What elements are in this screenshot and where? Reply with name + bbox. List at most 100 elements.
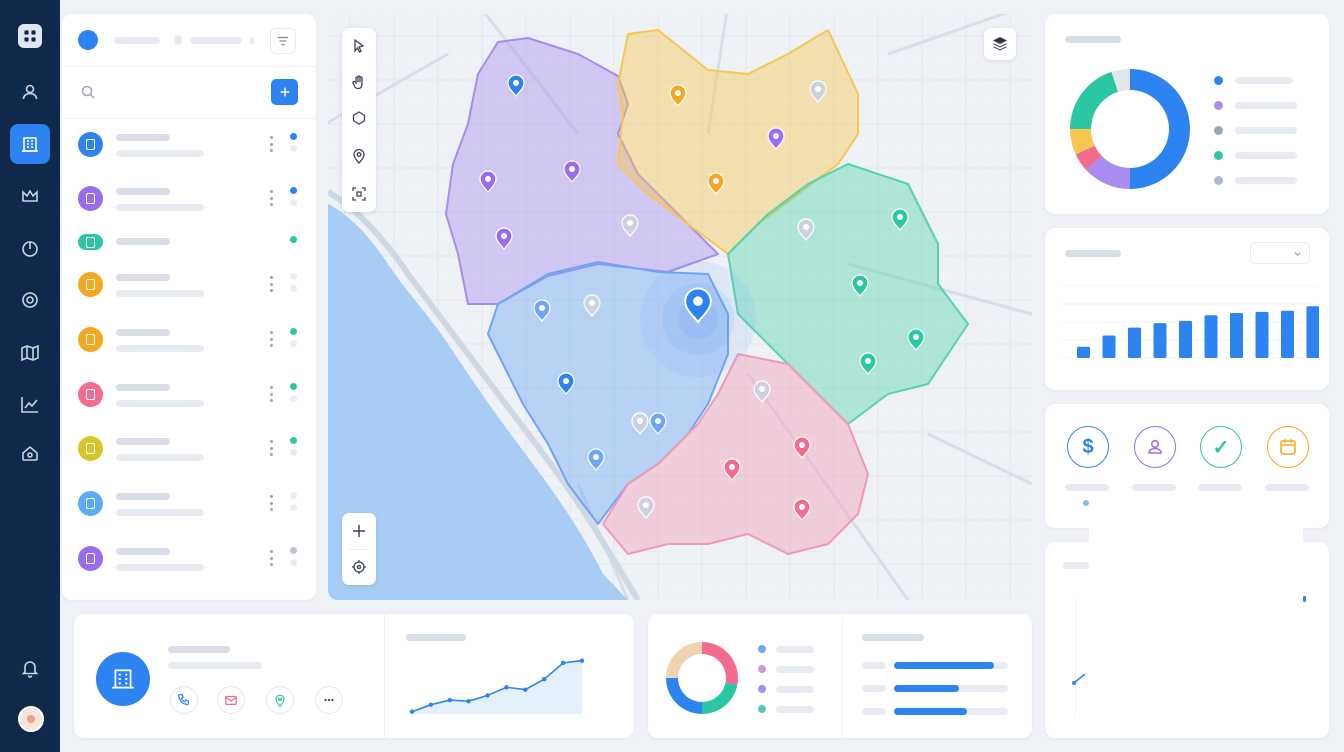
email-button[interactable]	[217, 686, 245, 714]
line-point[interactable]	[428, 702, 434, 707]
donut-slice[interactable]	[666, 678, 702, 714]
donut-slice[interactable]	[1086, 155, 1130, 189]
more-icon[interactable]	[268, 440, 274, 456]
line-point[interactable]	[504, 685, 509, 690]
list-item[interactable]	[62, 313, 316, 367]
user-icon[interactable]	[10, 72, 50, 112]
bar[interactable]	[1230, 313, 1243, 358]
map-pin[interactable]	[495, 227, 513, 250]
map-pin[interactable]	[851, 274, 869, 297]
building-icon[interactable]	[10, 124, 50, 164]
map-pin[interactable]	[793, 436, 811, 459]
map-pin[interactable]	[533, 299, 551, 322]
donut-slice[interactable]	[1070, 129, 1095, 155]
donut-slice[interactable]	[1130, 69, 1190, 189]
map-pin[interactable]	[479, 170, 497, 193]
pointer-tool[interactable]	[342, 28, 376, 64]
donut-slice[interactable]	[702, 682, 738, 714]
more-button[interactable]	[315, 686, 343, 714]
map-pin[interactable]	[859, 352, 877, 375]
add-button[interactable]	[271, 79, 298, 105]
target-icon[interactable]	[10, 280, 50, 320]
bar[interactable]	[1128, 327, 1141, 358]
list-item[interactable]	[62, 368, 316, 422]
more-icon[interactable]	[268, 136, 274, 152]
list-item[interactable]	[62, 532, 316, 586]
map-pin[interactable]	[797, 218, 815, 241]
map-pin[interactable]	[507, 74, 525, 97]
map-pin[interactable]	[621, 214, 639, 237]
layers-button[interactable]	[984, 28, 1016, 60]
more-icon[interactable]	[268, 276, 274, 292]
map-pin[interactable]	[907, 328, 925, 351]
line-point[interactable]	[485, 693, 490, 698]
more-icon[interactable]	[268, 550, 274, 566]
map-pin[interactable]	[669, 84, 687, 107]
polygon-tool[interactable]	[342, 100, 376, 136]
pin-tool[interactable]	[342, 138, 376, 174]
map-pin[interactable]	[583, 294, 601, 317]
crown-icon[interactable]	[10, 176, 50, 216]
map-pin[interactable]	[767, 127, 785, 150]
bar[interactable]	[1306, 306, 1320, 358]
map-pin[interactable]	[707, 172, 725, 195]
bar[interactable]	[1077, 346, 1090, 358]
dollar-icon[interactable]: $	[1067, 426, 1109, 468]
map-pin[interactable]	[587, 448, 605, 471]
trend-icon[interactable]	[10, 384, 50, 424]
line-point[interactable]	[560, 660, 566, 666]
call-button[interactable]	[170, 686, 198, 714]
list-item[interactable]	[62, 172, 316, 226]
map-pin[interactable]	[684, 287, 712, 324]
apps-icon[interactable]	[18, 24, 42, 48]
bar[interactable]	[1204, 315, 1218, 358]
map-pin[interactable]	[649, 412, 667, 435]
bar[interactable]	[1153, 323, 1167, 358]
more-icon[interactable]	[268, 190, 274, 206]
map-pin[interactable]	[891, 208, 909, 231]
select-area-tool[interactable]	[342, 176, 376, 212]
bar[interactable]	[1102, 335, 1116, 359]
donut-slice[interactable]	[1075, 145, 1102, 171]
list-item[interactable]	[62, 228, 316, 282]
more-icon[interactable]	[268, 386, 274, 402]
list-item[interactable]	[62, 422, 316, 476]
line-point[interactable]	[447, 697, 452, 703]
donut-slice[interactable]	[666, 642, 702, 678]
home-icon[interactable]	[10, 433, 50, 473]
avatar[interactable]	[18, 706, 44, 732]
line-point[interactable]	[523, 687, 528, 692]
line-point[interactable]	[579, 658, 585, 663]
search-icon[interactable]	[80, 84, 96, 100]
bar[interactable]	[1255, 311, 1269, 358]
map-pin[interactable]	[631, 412, 649, 435]
map-icon[interactable]	[10, 333, 50, 373]
bar[interactable]	[1281, 310, 1294, 358]
person-icon[interactable]	[1133, 426, 1176, 468]
zoom-in-button[interactable]	[342, 513, 376, 549]
list-item[interactable]	[62, 258, 316, 312]
donut-slice[interactable]	[1070, 71, 1118, 129]
map-pin[interactable]	[753, 380, 771, 403]
line-point[interactable]	[466, 699, 471, 704]
check-icon[interactable]: ✓	[1200, 426, 1242, 468]
pan-tool[interactable]	[342, 64, 376, 100]
pie-icon[interactable]	[10, 229, 50, 269]
period-select[interactable]	[1250, 242, 1310, 264]
line-point[interactable]	[409, 709, 415, 714]
donut-slice[interactable]	[702, 642, 738, 685]
map-canvas[interactable]	[328, 14, 1032, 600]
bell-icon[interactable]	[10, 648, 50, 688]
map-pin[interactable]	[637, 496, 655, 519]
filter-button[interactable]	[270, 28, 296, 54]
list-item[interactable]	[62, 477, 316, 531]
location-button[interactable]	[266, 686, 294, 714]
list-item[interactable]	[62, 586, 316, 600]
locate-button[interactable]	[342, 549, 376, 585]
map-pin[interactable]	[557, 372, 575, 395]
donut-slice[interactable]	[1111, 69, 1130, 92]
map-pin[interactable]	[723, 458, 741, 481]
calendar-icon[interactable]	[1266, 426, 1309, 468]
bar[interactable]	[1179, 320, 1192, 358]
map-pin[interactable]	[809, 80, 827, 103]
